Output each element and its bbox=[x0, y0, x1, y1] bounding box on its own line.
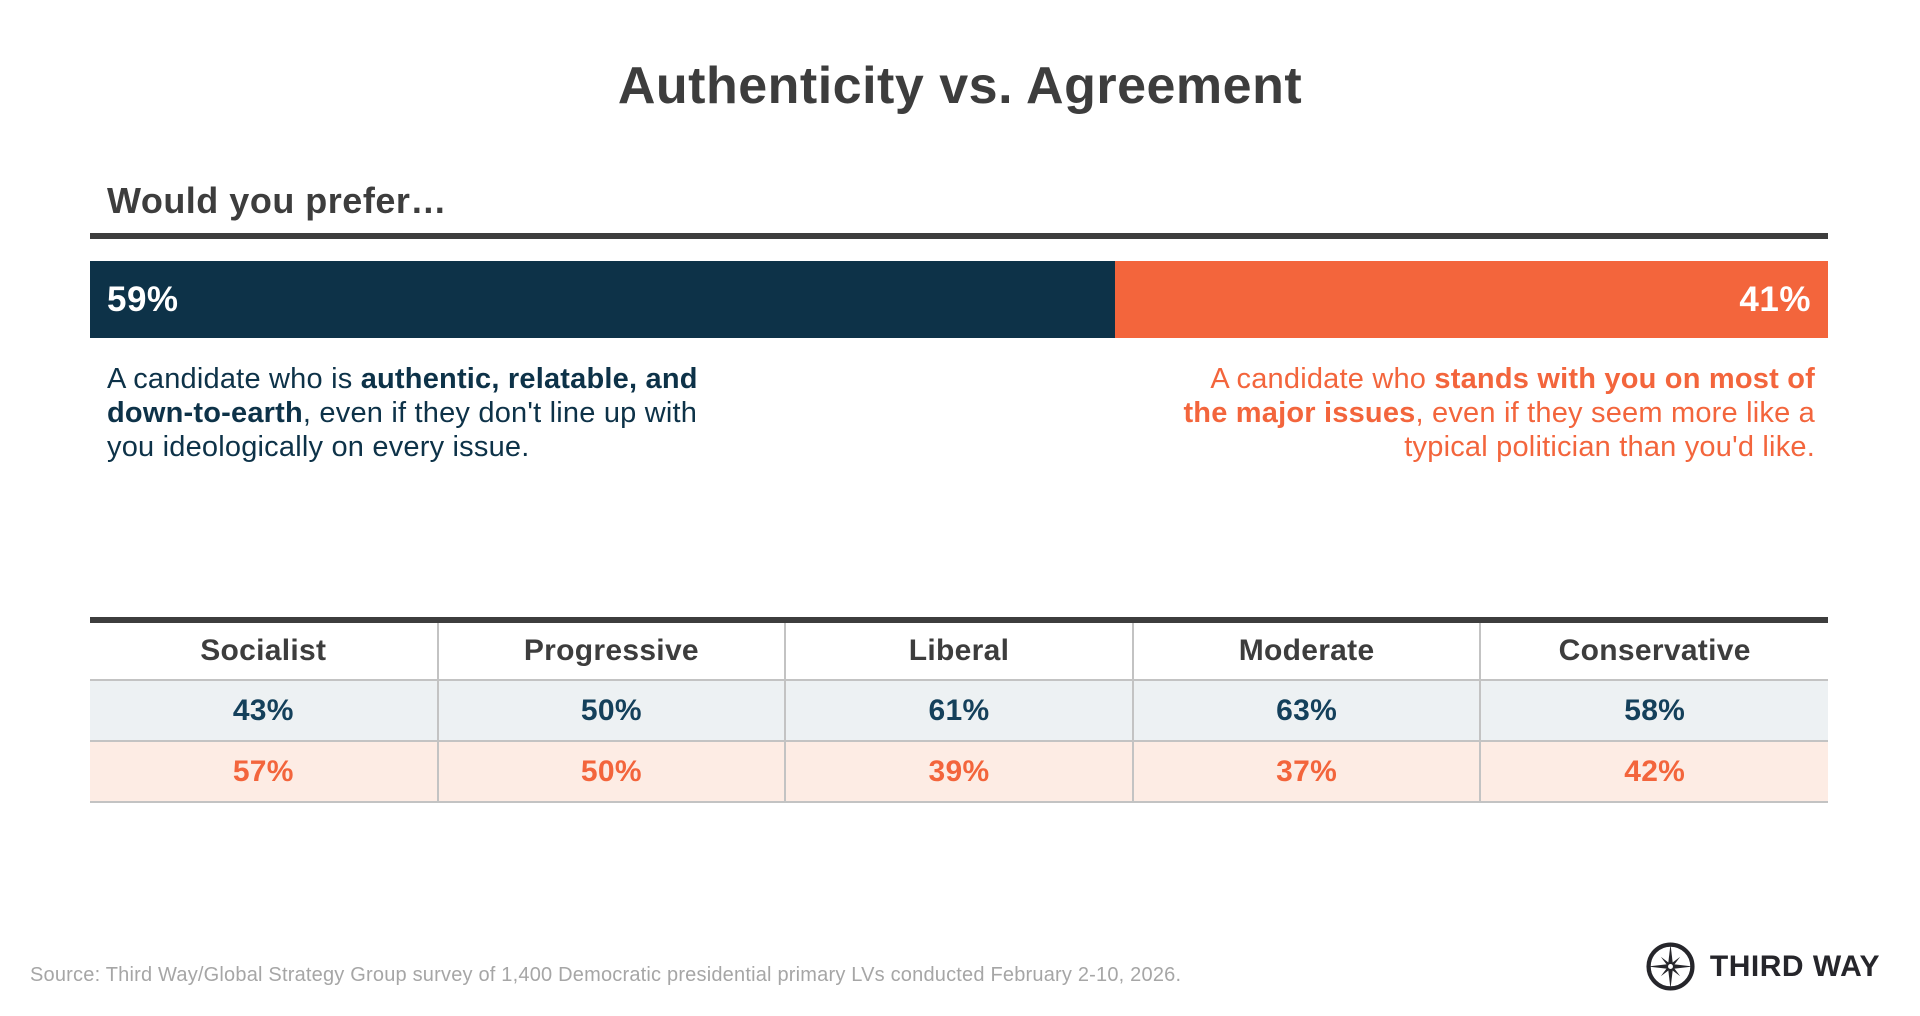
header-cell-progressive: Progressive bbox=[436, 620, 786, 681]
description-right-post: , even if they seem more like a typical … bbox=[1404, 397, 1815, 463]
description-left-pre: A candidate who is bbox=[107, 363, 361, 395]
question-heading: Would you prefer… bbox=[107, 180, 447, 221]
bar-left-segment: 59% bbox=[90, 261, 1116, 338]
description-right: A candidate who stands with you on most … bbox=[1183, 362, 1815, 464]
header-cell-socialist: Socialist bbox=[90, 620, 438, 681]
source-note: Source: Third Way/Global Strategy Group … bbox=[30, 964, 1182, 986]
cell-agreement-liberal: 39% bbox=[784, 741, 1133, 803]
cell-authentic-conservative: 58% bbox=[1479, 680, 1828, 742]
table-row-authentic: 43% 50% 61% 63% 58% bbox=[90, 680, 1828, 742]
cell-authentic-liberal: 61% bbox=[784, 680, 1133, 742]
description-right-pre: A candidate who bbox=[1210, 363, 1435, 395]
stacked-bar: 59% 41% bbox=[90, 261, 1828, 338]
cell-agreement-moderate: 37% bbox=[1131, 741, 1481, 803]
cell-authentic-moderate: 63% bbox=[1131, 680, 1481, 742]
description-right-bold: stands with you on most of the major iss… bbox=[1183, 363, 1815, 429]
header-cell-liberal: Liberal bbox=[784, 620, 1133, 681]
thirdway-logo-text: THIRD WAY bbox=[1709, 949, 1880, 983]
cell-agreement-conservative: 42% bbox=[1479, 741, 1828, 803]
page-title: Authenticity vs. Agreement bbox=[617, 57, 1303, 115]
ideology-table: Socialist Progressive Liberal Moderate C… bbox=[90, 617, 1828, 803]
thirdway-logo: THIRD WAY bbox=[1644, 940, 1880, 993]
bar-right-value-label: 41% bbox=[1739, 279, 1811, 319]
description-left: A candidate who is authentic, relatable,… bbox=[107, 362, 739, 464]
description-left-bold: authentic, relatable, and down-to-earth bbox=[107, 363, 698, 429]
compass-icon bbox=[1646, 942, 1695, 991]
header-cell-moderate: Moderate bbox=[1131, 620, 1481, 681]
header-cell-conservative: Conservative bbox=[1479, 620, 1828, 681]
cell-agreement-socialist: 57% bbox=[90, 741, 438, 803]
bar-left-value-label: 59% bbox=[107, 279, 179, 319]
description-left-post: , even if they don't line up with you id… bbox=[107, 397, 698, 463]
cell-authentic-socialist: 43% bbox=[90, 680, 438, 742]
table-row-agreement: 57% 50% 39% 37% 42% bbox=[90, 741, 1828, 803]
table-header-row: Socialist Progressive Liberal Moderate C… bbox=[90, 620, 1828, 681]
cell-authentic-progressive: 50% bbox=[436, 680, 786, 742]
cell-agreement-progressive: 50% bbox=[436, 741, 786, 803]
bar-right-segment: 41% bbox=[1115, 261, 1828, 338]
divider-rule bbox=[90, 233, 1828, 239]
